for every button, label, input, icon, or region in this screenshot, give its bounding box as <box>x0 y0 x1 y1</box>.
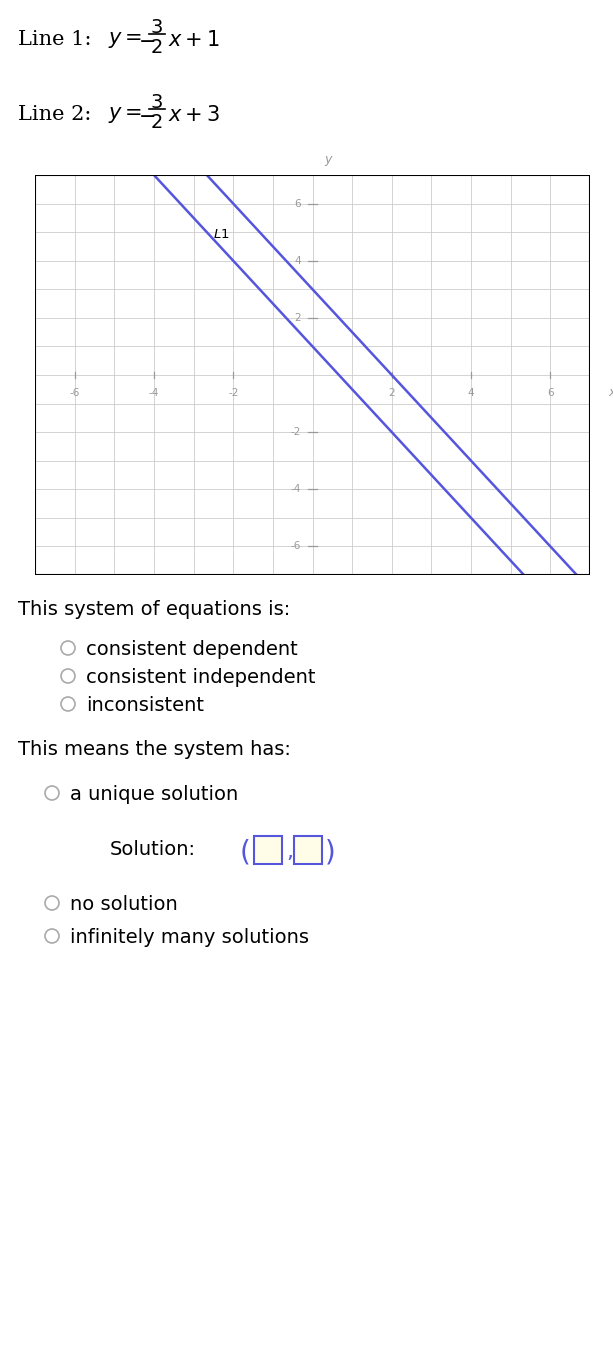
Text: 2: 2 <box>294 312 300 323</box>
Text: $x+3$: $x+3$ <box>168 105 220 125</box>
Text: $-$: $-$ <box>138 30 155 50</box>
Text: y: y <box>324 153 332 166</box>
Text: $-$: $-$ <box>138 105 155 125</box>
Text: ,: , <box>286 842 293 862</box>
Text: 2: 2 <box>151 38 163 57</box>
Text: -6: -6 <box>69 387 80 398</box>
Text: 6: 6 <box>547 387 554 398</box>
Text: 3: 3 <box>151 18 163 37</box>
Text: $y=$: $y=$ <box>108 105 142 125</box>
Text: (: ( <box>240 837 251 866</box>
Text: inconsistent: inconsistent <box>86 696 204 715</box>
Bar <box>294 836 322 863</box>
Text: This system of equations is:: This system of equations is: <box>18 600 290 619</box>
Text: 2: 2 <box>151 113 163 132</box>
Text: -4: -4 <box>290 484 300 494</box>
Text: consistent independent: consistent independent <box>86 668 316 687</box>
Text: 4: 4 <box>468 387 474 398</box>
Text: $\mathit{L1}$: $\mathit{L1}$ <box>213 228 230 241</box>
Text: -6: -6 <box>290 542 300 551</box>
Text: a unique solution: a unique solution <box>70 786 238 803</box>
Text: -2: -2 <box>228 387 238 398</box>
Text: 4: 4 <box>294 255 300 266</box>
Text: Line 1:: Line 1: <box>18 30 98 49</box>
Text: 3: 3 <box>151 93 163 112</box>
Text: no solution: no solution <box>70 895 178 914</box>
Text: This means the system has:: This means the system has: <box>18 741 291 758</box>
Text: ): ) <box>325 837 336 866</box>
Text: Solution:: Solution: <box>110 840 196 859</box>
Text: Line 2:: Line 2: <box>18 105 98 124</box>
Text: 6: 6 <box>294 199 300 209</box>
Text: 2: 2 <box>389 387 395 398</box>
Text: infinitely many solutions: infinitely many solutions <box>70 928 309 947</box>
Text: -4: -4 <box>149 387 159 398</box>
Text: -2: -2 <box>290 427 300 436</box>
Text: consistent dependent: consistent dependent <box>86 640 298 659</box>
Bar <box>254 836 282 863</box>
Text: $y=$: $y=$ <box>108 30 142 50</box>
Text: $x+1$: $x+1$ <box>168 30 220 50</box>
Text: x: x <box>608 386 613 400</box>
